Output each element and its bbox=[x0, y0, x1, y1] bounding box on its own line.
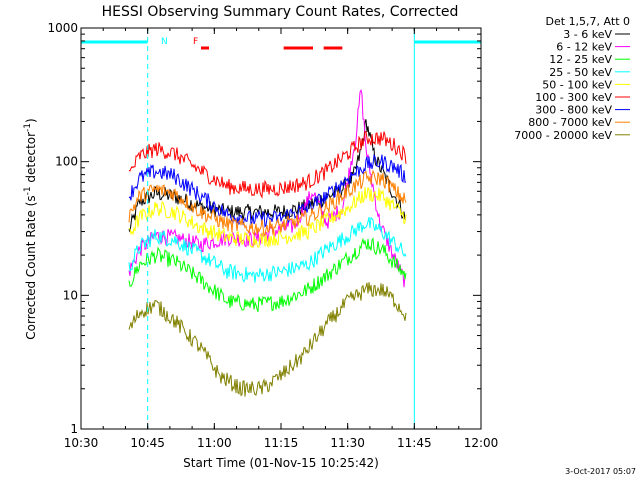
footer-date: 3-Oct-2017 05:07 bbox=[565, 467, 636, 476]
x-tick-label-4: 11:15 bbox=[264, 436, 299, 450]
y-axis-label-exponent-1: -1 bbox=[23, 186, 33, 195]
legend-title: Det 1,5,7, Att 0 bbox=[546, 15, 630, 28]
annotation-1: N bbox=[161, 37, 168, 47]
series-line-4 bbox=[128, 216, 407, 283]
legend-item-label-8: 800 - 7000 keV bbox=[528, 116, 612, 129]
series-line-9 bbox=[128, 282, 407, 397]
x-tick-label-2: 10:45 bbox=[130, 436, 165, 450]
legend-item-label-4: 25 - 50 keV bbox=[549, 66, 612, 79]
series-line-8 bbox=[128, 169, 407, 236]
y-axis-label-part-2: detector bbox=[24, 132, 38, 187]
y-axis-label: Corrected Count Rate (s-1 detector-1) bbox=[23, 118, 38, 339]
series-line-7 bbox=[128, 153, 407, 228]
x-tick-label-3: 11:00 bbox=[197, 436, 232, 450]
series-line-3 bbox=[128, 237, 407, 313]
series-line-6 bbox=[128, 131, 407, 199]
chart-title: HESSI Observing Summary Count Rates, Cor… bbox=[102, 4, 459, 20]
legend-item-label-1: 3 - 6 keV bbox=[563, 28, 612, 41]
x-tick-label-7: 12:00 bbox=[464, 436, 499, 450]
annotation-2: F bbox=[193, 37, 198, 47]
legend-item-label-2: 6 - 12 keV bbox=[556, 41, 612, 54]
legend-item-label-5: 50 - 100 keV bbox=[542, 78, 612, 91]
legend-item-label-7: 300 - 800 keV bbox=[535, 104, 612, 117]
y-axis-label-part-1: Corrected Count Rate (s bbox=[24, 195, 38, 339]
y-tick-label-2: 10 bbox=[63, 288, 78, 302]
series-line-2 bbox=[128, 88, 407, 288]
series-layer bbox=[128, 88, 407, 397]
y-axis-label-exponent-2: -1 bbox=[23, 123, 33, 132]
series-line-1 bbox=[128, 119, 407, 233]
x-tick-label-6: 11:45 bbox=[397, 436, 432, 450]
legend-item-label-9: 7000 - 20000 keV bbox=[514, 129, 612, 142]
x-axis-label: Start Time (01-Nov-15 10:25:42) bbox=[183, 456, 379, 470]
y-tick-label-3: 100 bbox=[55, 155, 78, 169]
x-axis: 10:30 10:45 11:00 11:15 11:30 11:45 12:00 bbox=[64, 28, 499, 450]
x-tick-label-1: 10:30 bbox=[64, 436, 99, 450]
legend-item-label-6: 100 - 300 keV bbox=[535, 91, 612, 104]
y-tick-label-4: 1000 bbox=[47, 21, 78, 35]
series-line-5 bbox=[128, 187, 407, 249]
legend-item-label-3: 12 - 25 keV bbox=[549, 53, 612, 66]
y-axis-label-part-3: ) bbox=[24, 118, 38, 123]
x-tick-label-5: 11:30 bbox=[330, 436, 365, 450]
y-tick-label-1: 1 bbox=[70, 422, 78, 436]
y-axis: 1 10 100 1000 bbox=[47, 21, 481, 436]
